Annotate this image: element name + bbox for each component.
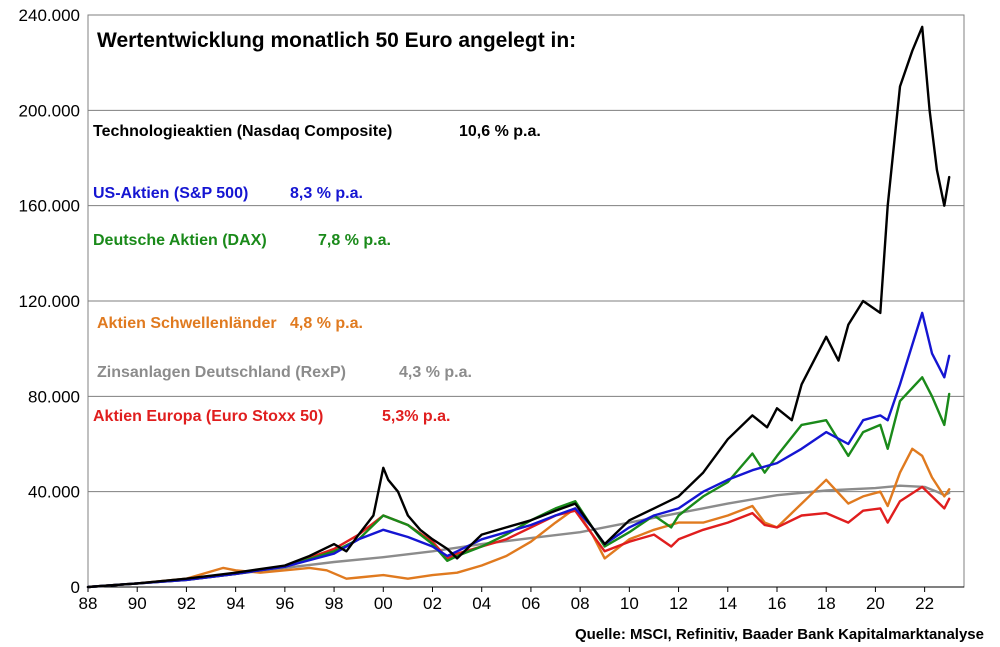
legend-return-dax: 7,8 % p.a. (318, 232, 391, 249)
legend-label-eurostoxx: Aktien Europa (Euro Stoxx 50) (93, 408, 323, 425)
y-tick-label: 200.000 (19, 101, 80, 120)
legend-return-emerging: 4,8 % p.a. (290, 315, 363, 332)
legend-return-sp500: 8,3 % p.a. (290, 185, 363, 202)
legend-label-nasdaq: Technologieaktien (Nasdaq Composite) (93, 123, 392, 140)
x-tick-label: 88 (79, 594, 98, 613)
x-tick-label: 22 (915, 594, 934, 613)
legend-label-emerging: Aktien Schwellenländer (97, 315, 277, 332)
series-line-nasdaq (86, 25, 951, 589)
legend-return-rexp: 4,3 % p.a. (399, 364, 472, 381)
series-line-eurostoxx (86, 485, 951, 589)
source-note: Quelle: MSCI, Refinitiv, Baader Bank Kap… (575, 626, 984, 643)
x-tick-label: 98 (325, 594, 344, 613)
legend: Technologieaktien (Nasdaq Composite) 10,… (93, 123, 541, 425)
x-tick-label: 02 (423, 594, 442, 613)
x-tick-label: 94 (226, 594, 245, 613)
x-tick-label: 14 (718, 594, 737, 613)
x-tick-label: 12 (669, 594, 688, 613)
y-tick-label: 160.000 (19, 197, 80, 216)
series-line-dax (86, 376, 951, 589)
y-tick-label: 40.000 (28, 483, 80, 502)
series-lines (86, 25, 951, 589)
series-line-emerging (86, 447, 951, 589)
legend-label-sp500: US-Aktien (S&P 500) (93, 185, 248, 202)
y-axis: 0 40.000 80.000 120.000 160.000 200.000 240.00… (19, 6, 80, 597)
x-tick-label: 90 (128, 594, 147, 613)
x-tick-label: 08 (571, 594, 590, 613)
y-tick-label: 240.000 (19, 6, 80, 25)
legend-return-nasdaq: 10,6 % p.a. (459, 123, 541, 140)
y-tick-label: 0 (71, 578, 80, 597)
x-axis: 88 90 92 94 96 98 00 02 04 06 08 10 12 14 16 18 20 22 (79, 586, 964, 613)
legend-label-dax: Deutsche Aktien (DAX) (93, 232, 267, 249)
x-tick-label: 06 (521, 594, 540, 613)
y-tick-label: 120.000 (19, 292, 80, 311)
x-tick-label: 00 (374, 594, 393, 613)
legend-return-eurostoxx: 5,3% p.a. (382, 408, 450, 425)
x-tick-label: 04 (472, 594, 491, 613)
x-tick-label: 18 (817, 594, 836, 613)
y-tick-label: 80.000 (28, 387, 80, 406)
x-tick-label: 16 (768, 594, 787, 613)
legend-label-rexp: Zinsanlagen Deutschland (RexP) (97, 364, 346, 381)
x-tick-label: 20 (866, 594, 885, 613)
chart-title: Wertentwicklung monatlich 50 Euro angele… (97, 29, 576, 52)
x-tick-label: 96 (275, 594, 294, 613)
x-tick-label: 10 (620, 594, 639, 613)
x-tick-label: 92 (177, 594, 196, 613)
